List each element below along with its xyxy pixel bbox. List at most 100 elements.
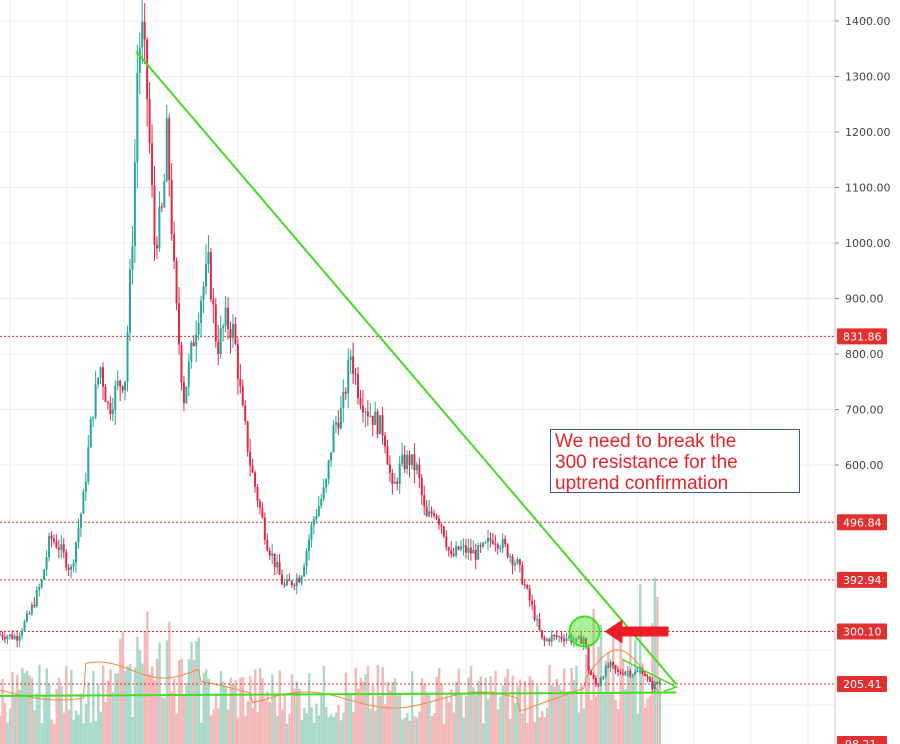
candle-body — [496, 544, 499, 549]
volume-bar — [357, 688, 360, 744]
volume-bar — [94, 721, 98, 744]
level-tag-label: 205.41 — [843, 678, 882, 691]
candle-body — [521, 564, 524, 585]
volume-bar — [283, 695, 286, 744]
volume-bar — [604, 660, 608, 744]
volume-bar — [428, 693, 431, 744]
wedge-apex — [621, 658, 679, 693]
candle-body — [231, 323, 234, 339]
volume-bar — [643, 707, 647, 744]
grid — [0, 0, 835, 744]
candle-body — [509, 556, 512, 558]
candle-body — [658, 681, 661, 684]
volume-bar — [536, 685, 539, 744]
candle-body — [320, 498, 323, 507]
volume-bar — [526, 723, 529, 744]
candle-body — [261, 507, 264, 518]
volume-bar — [513, 702, 517, 744]
volume-bar — [386, 681, 389, 744]
volume-bar — [452, 712, 456, 744]
volume-bar — [258, 667, 262, 744]
level-tag-label: 392.94 — [843, 574, 882, 587]
volume-bar — [236, 717, 240, 744]
volume-bar — [504, 677, 507, 744]
volume-bar — [342, 712, 345, 744]
volume-bar — [460, 694, 463, 744]
volume-bar — [339, 720, 343, 744]
volume-bar — [13, 695, 17, 744]
candle-body — [413, 454, 416, 471]
candle-body — [374, 411, 377, 425]
candle-body — [106, 401, 109, 404]
candle-body — [354, 373, 357, 375]
volume-bar — [276, 715, 279, 744]
volume-bar — [84, 703, 88, 744]
candle-body — [281, 574, 284, 585]
volume-bar — [634, 638, 637, 744]
volume-bar — [40, 723, 44, 744]
candle-body — [222, 325, 225, 329]
candle-body — [651, 681, 654, 690]
candle-body — [160, 206, 163, 208]
candle-body — [21, 630, 24, 636]
volume-bar — [589, 700, 593, 744]
candle-body — [376, 411, 379, 434]
volume-bars — [0, 577, 662, 744]
volume-bar — [285, 723, 289, 744]
candles — [0, 0, 661, 693]
volume-bar — [464, 695, 468, 744]
candle-body — [408, 454, 411, 466]
volume-bar — [391, 682, 394, 744]
candle-body — [224, 307, 227, 326]
volume-bar — [317, 715, 321, 744]
volume-bar — [192, 659, 196, 744]
volume-bar — [244, 715, 247, 744]
candle-body — [283, 584, 286, 586]
candle-body — [359, 398, 362, 406]
volume-bar — [133, 667, 137, 744]
candle-body — [506, 544, 509, 558]
volume-bar — [178, 660, 181, 744]
candle-body — [322, 487, 325, 499]
volume-bar — [496, 709, 500, 744]
candle-body — [619, 671, 622, 674]
volume-bar — [92, 670, 95, 744]
candle-body — [626, 670, 629, 672]
volume-bar — [70, 669, 73, 744]
candle-body — [371, 415, 374, 425]
volume-bar — [89, 722, 93, 744]
candle-body — [597, 684, 600, 686]
volume-bar — [187, 659, 191, 744]
volume-bar — [658, 679, 662, 744]
volume-bar — [43, 696, 46, 744]
volume-bar — [325, 706, 328, 744]
candle-body — [244, 405, 247, 422]
candle-body — [460, 546, 463, 550]
volume-bar — [629, 631, 632, 744]
volume-bar — [401, 719, 404, 744]
candle-body — [104, 386, 107, 402]
candle-body — [50, 535, 53, 539]
support-trendline — [0, 691, 677, 697]
candle-body — [545, 639, 548, 641]
volume-bar — [396, 695, 399, 744]
candle-body — [585, 637, 588, 648]
level-tag — [837, 623, 887, 640]
candle-body — [457, 546, 460, 550]
candle-body — [136, 72, 139, 163]
candle-body — [553, 635, 556, 637]
arrow-left-icon — [604, 619, 669, 644]
volume-bar — [217, 708, 220, 744]
volume-bar — [352, 711, 355, 744]
candle-body — [48, 535, 51, 558]
volume-bar — [158, 642, 161, 744]
volume-bar — [572, 679, 576, 744]
volume-bar — [406, 713, 409, 744]
candle-body — [447, 547, 450, 551]
candle-body — [55, 541, 58, 548]
candle-body — [437, 518, 440, 525]
volume-bar — [136, 636, 139, 744]
volume-bar — [87, 682, 90, 744]
price-axis: 1400.00 1300.00 1200.00 1100.00 1000.00 900.0… — [834, 0, 891, 744]
